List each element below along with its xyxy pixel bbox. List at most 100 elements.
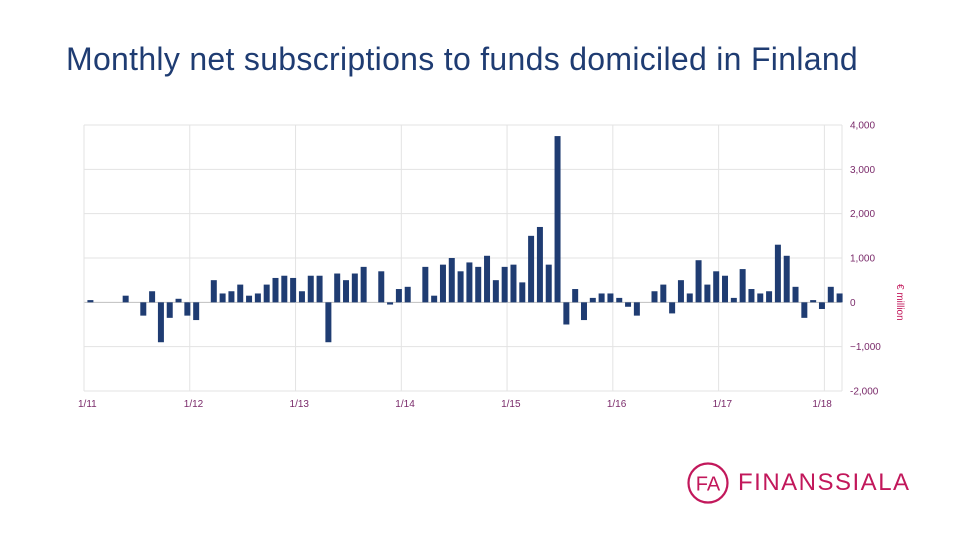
bar xyxy=(818,302,825,309)
bar xyxy=(783,255,790,303)
bar xyxy=(140,302,147,316)
bar xyxy=(669,302,676,314)
bar xyxy=(554,136,561,303)
fa-logo-icon: FA xyxy=(687,462,729,504)
y-tick-label: -2,000 xyxy=(850,387,879,398)
x-tick-label: 1/17 xyxy=(713,399,733,410)
bar xyxy=(439,264,446,303)
x-tick-label: 1/12 xyxy=(184,399,204,410)
bar xyxy=(254,293,261,303)
bar xyxy=(625,302,632,307)
chart-grid xyxy=(83,124,843,392)
bar xyxy=(360,266,367,303)
bar xyxy=(325,302,332,343)
bar xyxy=(457,271,464,303)
bar xyxy=(219,293,226,303)
bar xyxy=(510,264,517,303)
bar xyxy=(387,302,394,305)
bar xyxy=(677,280,684,303)
bar xyxy=(343,280,350,303)
bar xyxy=(519,282,526,303)
bar xyxy=(281,275,288,303)
bar xyxy=(475,266,482,303)
bar xyxy=(722,275,729,303)
page-title: Monthly net subscriptions to funds domic… xyxy=(66,41,859,77)
bar xyxy=(184,302,191,316)
bar xyxy=(193,302,200,321)
bar xyxy=(739,269,746,303)
y-tick-label: 0 xyxy=(850,298,856,309)
y-tick-label: −1,000 xyxy=(850,342,881,353)
bar xyxy=(827,286,834,303)
y-tick-label: 2,000 xyxy=(850,209,875,220)
x-tick-label: 1/14 xyxy=(395,399,415,410)
bar xyxy=(290,277,297,303)
bar xyxy=(122,295,129,303)
logo-wordmark: FINANSSIALA xyxy=(738,469,911,496)
bar xyxy=(616,297,623,303)
bar xyxy=(307,275,314,303)
bar xyxy=(598,293,605,303)
bar xyxy=(572,289,579,303)
bar xyxy=(228,291,235,303)
bar xyxy=(237,284,244,303)
bar xyxy=(492,280,499,303)
bar xyxy=(730,297,737,303)
svg-text:FA: FA xyxy=(696,474,721,496)
bar xyxy=(272,277,279,303)
bar xyxy=(528,235,535,303)
bar xyxy=(263,284,270,303)
bar xyxy=(448,258,455,303)
bar xyxy=(757,293,764,303)
y-tick-label: 1,000 xyxy=(850,254,875,265)
bar xyxy=(563,302,570,325)
bar xyxy=(378,271,385,303)
bar xyxy=(246,295,253,303)
bar xyxy=(713,271,720,303)
bar xyxy=(210,280,217,303)
bar xyxy=(157,302,164,343)
bar xyxy=(351,273,358,303)
bar xyxy=(766,291,773,303)
bar xyxy=(501,266,508,303)
bar xyxy=(686,293,693,303)
x-tick-label: 1/15 xyxy=(501,399,521,410)
bar xyxy=(774,244,781,303)
y-axis-label: € million xyxy=(894,284,905,321)
bar xyxy=(431,295,438,303)
finanssiala-logo: FA FINANSSIALA xyxy=(686,460,911,506)
bar xyxy=(748,289,755,303)
chart-axis: 4,000 3,000 2,000 1,000 0 −1,000 -2,000 1/11 1/1… xyxy=(78,121,905,411)
bar xyxy=(166,302,173,318)
bar xyxy=(607,293,614,303)
bar xyxy=(316,275,323,303)
bar xyxy=(660,284,667,303)
bar xyxy=(836,293,843,303)
bar xyxy=(792,286,799,303)
bar xyxy=(536,226,543,303)
bar xyxy=(695,260,702,303)
x-tick-label: 1/16 xyxy=(607,399,627,410)
bar xyxy=(149,291,156,303)
chart-bars xyxy=(87,136,843,343)
bar xyxy=(801,302,808,318)
bar xyxy=(589,297,596,303)
x-tick-label: 1/11 xyxy=(78,399,97,410)
bar xyxy=(580,302,587,321)
bar xyxy=(87,300,94,303)
y-tick-label: 4,000 xyxy=(850,121,875,132)
bar xyxy=(298,291,305,303)
bar xyxy=(175,298,182,303)
bar xyxy=(651,291,658,303)
bar xyxy=(545,264,552,303)
x-tick-label: 1/13 xyxy=(290,399,310,410)
bar xyxy=(704,284,711,303)
y-tick-label: 3,000 xyxy=(850,165,875,176)
bar xyxy=(810,300,817,303)
bar xyxy=(404,286,411,303)
bar xyxy=(334,273,341,303)
bar xyxy=(484,255,491,303)
bar xyxy=(466,262,473,303)
x-tick-label: 1/18 xyxy=(812,399,832,410)
